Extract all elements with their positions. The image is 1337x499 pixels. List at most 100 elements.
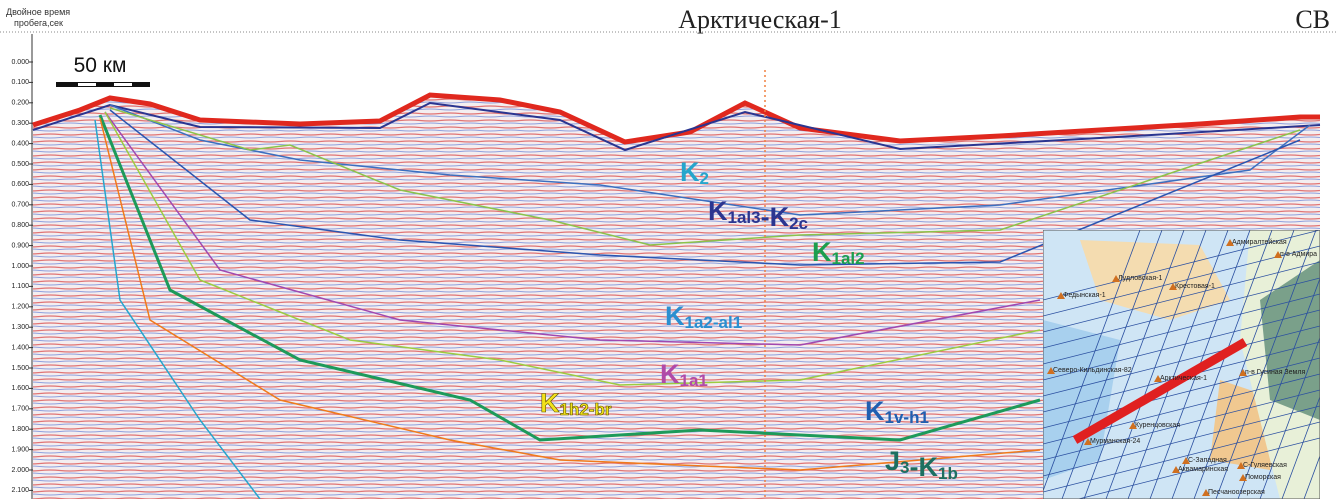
map-profile bbox=[1105, 230, 1207, 499]
time-tick-label: 0.200 bbox=[11, 100, 29, 107]
map-profile bbox=[1171, 230, 1273, 499]
horizon-base: -K bbox=[761, 202, 790, 232]
map-label: Адмиралтейская bbox=[1232, 238, 1287, 246]
map-well bbox=[1057, 292, 1065, 299]
horizon-label: J3-K1b bbox=[885, 446, 958, 483]
horizon-sub: 1al3 bbox=[728, 208, 761, 227]
horizon-label: K1h2-br bbox=[540, 388, 612, 419]
map-profile bbox=[1043, 357, 1320, 429]
map-profile bbox=[1127, 230, 1229, 499]
time-tick-label: 1.400 bbox=[11, 344, 29, 351]
horizon-base: K bbox=[540, 388, 560, 418]
map-label: Куренцовская bbox=[1135, 422, 1180, 429]
horizon-line bbox=[104, 111, 1041, 386]
horizon-sub: 1b bbox=[938, 464, 958, 483]
map-label: Мурманская-24 bbox=[1090, 438, 1140, 445]
map-label: п-в Адмира bbox=[1280, 251, 1317, 258]
time-tick-label: 2.100 bbox=[11, 487, 29, 494]
map-well bbox=[1202, 489, 1210, 496]
scale-bar bbox=[56, 82, 150, 87]
horizon-line bbox=[94, 119, 261, 499]
horizon-sub: 1a2-al1 bbox=[685, 313, 743, 332]
map-label: С-Гуляевская bbox=[1243, 462, 1287, 469]
map-land bbox=[1260, 260, 1320, 420]
horizon-base: K bbox=[660, 359, 680, 389]
map-profile bbox=[1043, 277, 1320, 349]
map-profile bbox=[1043, 293, 1320, 365]
axis-caption: Двойное время bbox=[6, 7, 70, 17]
map-well bbox=[1239, 369, 1247, 376]
map-label: Федынская-1 bbox=[1063, 292, 1106, 299]
map-well bbox=[1154, 375, 1162, 382]
map-label: Лудловская-1 bbox=[1118, 275, 1162, 282]
horizon-sub: 1a1 bbox=[680, 371, 708, 390]
time-tick-label: 1.100 bbox=[11, 283, 29, 290]
horizon-label: K1a1 bbox=[660, 359, 708, 390]
horizon-line bbox=[109, 107, 1301, 246]
time-tick-label: 0.500 bbox=[11, 161, 29, 168]
horizon-label: K1a2-al1 bbox=[665, 301, 742, 332]
horizon-line bbox=[109, 109, 1301, 266]
map-label: Крестовая-1 bbox=[1175, 283, 1215, 290]
time-tick-label: 1.800 bbox=[11, 426, 29, 433]
horizon-label: K2 bbox=[680, 157, 709, 188]
map-profile bbox=[1043, 405, 1320, 477]
map-well bbox=[1274, 251, 1282, 258]
horizon-label: K1al3-K2c bbox=[708, 196, 808, 233]
map-well bbox=[1239, 474, 1247, 481]
map-zone bbox=[1080, 240, 1230, 320]
horizon-sub: 1v-h1 bbox=[885, 408, 929, 427]
direction-label: СВ bbox=[1295, 5, 1330, 34]
map-well bbox=[1084, 438, 1092, 445]
map-label: п-в Гусиная Земля bbox=[1245, 369, 1305, 376]
map-profile bbox=[1061, 230, 1163, 499]
time-tick-label: 0.300 bbox=[11, 120, 29, 127]
map-well bbox=[1129, 422, 1137, 429]
map-well bbox=[1047, 367, 1055, 374]
profile-highlight bbox=[1072, 338, 1248, 444]
horizon-line bbox=[104, 111, 1041, 346]
map-well bbox=[1237, 462, 1245, 469]
map-profile bbox=[1043, 309, 1320, 381]
map-profile bbox=[1043, 230, 1141, 493]
scale-bar bbox=[114, 83, 132, 86]
seafloor bbox=[32, 92, 1320, 145]
time-tick-label: 0.900 bbox=[11, 242, 29, 249]
horizon-label: K1al2 bbox=[812, 237, 865, 268]
map-profile bbox=[1259, 336, 1320, 499]
scale-label: 50 км bbox=[74, 54, 127, 77]
time-tick-label: 0.000 bbox=[11, 59, 29, 66]
map-profile bbox=[1043, 325, 1320, 397]
horizon-sub: 2 bbox=[700, 169, 709, 188]
map-profile bbox=[1043, 389, 1320, 461]
seismic-section bbox=[33, 95, 1320, 499]
map-labels: Адмиралтейская п-в Адмира Лудловская-1 Крес… bbox=[1047, 238, 1317, 496]
map-profiles bbox=[1043, 230, 1337, 499]
horizon-label: K1v-h1 bbox=[865, 396, 929, 427]
horizon-sub: 1h2-br bbox=[560, 400, 612, 419]
horizon-base: K bbox=[865, 396, 885, 426]
time-tick-label: 1.500 bbox=[11, 365, 29, 372]
time-tick-label: 1.600 bbox=[11, 385, 29, 392]
time-ticks: 0.000 0.100 0.200 0.300 0.400 0.500 0.600 0.700… bbox=[11, 59, 33, 494]
time-tick-label: 1.900 bbox=[11, 446, 29, 453]
section-title: Арктическая-1 bbox=[678, 5, 842, 34]
map-profile bbox=[1215, 230, 1317, 499]
map-profile bbox=[1043, 230, 1320, 301]
horizon-base: K bbox=[812, 237, 832, 267]
horizon-sub: 3 bbox=[900, 458, 909, 477]
map-label: Аквамаринская bbox=[1178, 466, 1228, 473]
map-profile bbox=[1326, 230, 1337, 499]
map-well bbox=[1226, 239, 1234, 246]
time-tick-label: 0.100 bbox=[11, 79, 29, 86]
map-label: Северо-Кильдинская-82 bbox=[1053, 367, 1132, 374]
horizon-line bbox=[32, 101, 1321, 152]
map-well bbox=[1112, 275, 1120, 282]
map-label: Арктическая-1 bbox=[1160, 375, 1207, 382]
time-tick-label: 1.700 bbox=[11, 406, 29, 413]
scale-bar bbox=[78, 83, 96, 86]
time-tick-label: 0.600 bbox=[11, 181, 29, 188]
time-tick-label: 1.200 bbox=[11, 304, 29, 311]
